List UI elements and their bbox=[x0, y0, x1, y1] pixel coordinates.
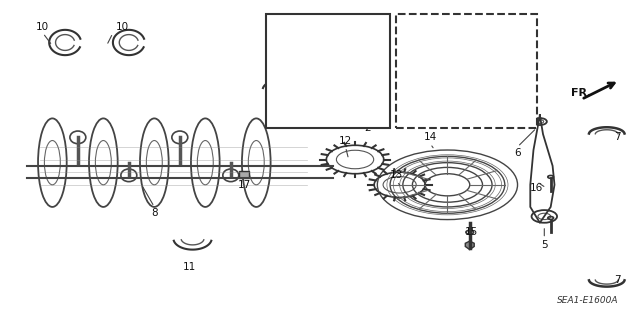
Text: 4: 4 bbox=[530, 38, 537, 48]
Text: 10: 10 bbox=[116, 22, 129, 32]
Text: 8: 8 bbox=[151, 208, 157, 218]
FancyBboxPatch shape bbox=[396, 14, 537, 128]
Text: 1: 1 bbox=[486, 116, 492, 127]
Text: 12: 12 bbox=[339, 136, 352, 145]
Text: 10: 10 bbox=[36, 22, 49, 32]
Text: 9: 9 bbox=[275, 69, 282, 79]
Text: 16: 16 bbox=[530, 183, 543, 193]
Text: 7: 7 bbox=[614, 132, 621, 142]
Text: 13: 13 bbox=[390, 170, 403, 180]
Text: SEA1-E1600A: SEA1-E1600A bbox=[557, 296, 618, 305]
Text: 2: 2 bbox=[364, 123, 371, 133]
Bar bbox=[239, 171, 248, 178]
FancyBboxPatch shape bbox=[266, 14, 390, 128]
Text: 3: 3 bbox=[435, 34, 441, 44]
Text: 7: 7 bbox=[614, 275, 621, 285]
Polygon shape bbox=[465, 241, 474, 250]
Text: FR.: FR. bbox=[571, 88, 591, 98]
Text: 6: 6 bbox=[514, 148, 521, 158]
Text: 14: 14 bbox=[424, 132, 437, 142]
Text: 5: 5 bbox=[541, 240, 548, 250]
Text: 15: 15 bbox=[465, 227, 477, 237]
Text: 4: 4 bbox=[412, 113, 419, 123]
Text: 17: 17 bbox=[238, 180, 252, 190]
Text: 11: 11 bbox=[183, 262, 196, 272]
